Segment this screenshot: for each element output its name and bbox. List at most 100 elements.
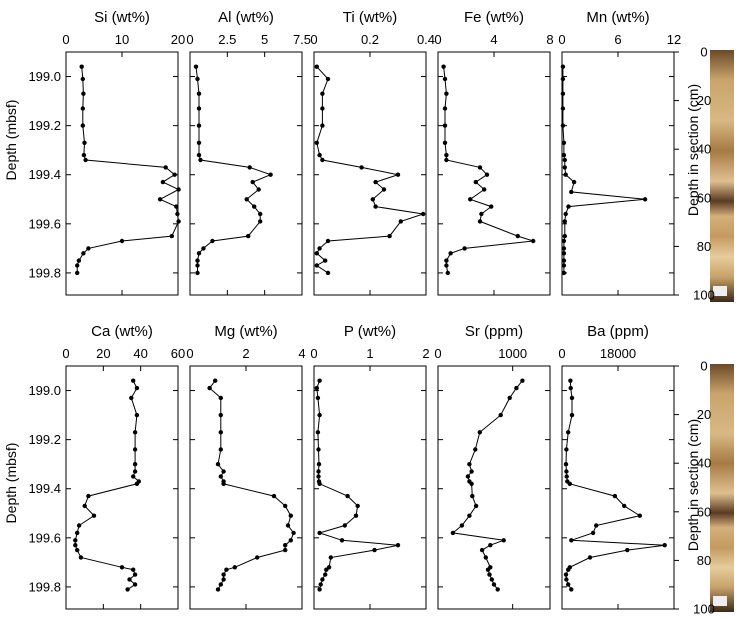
data-point bbox=[172, 172, 177, 177]
chart-panel: Mg (wt%) 0 2 4 bbox=[186, 323, 306, 610]
depth-axis-label: Depth (mbsf) bbox=[3, 443, 19, 524]
data-point bbox=[612, 493, 618, 499]
chart-panel: Sr (ppm) 0 1000 bbox=[434, 323, 551, 610]
section-tick-label: 80 bbox=[697, 239, 711, 254]
data-point bbox=[78, 555, 84, 560]
data-point bbox=[320, 157, 325, 163]
data-point bbox=[562, 219, 567, 224]
data-point bbox=[75, 530, 80, 536]
data-point bbox=[81, 251, 86, 256]
data-point bbox=[316, 469, 321, 474]
data-point bbox=[320, 123, 325, 128]
data-point bbox=[323, 258, 328, 263]
panel-title: Al (wt%) bbox=[218, 9, 274, 26]
data-point bbox=[483, 555, 488, 560]
data-point bbox=[563, 462, 569, 467]
x-tick-label: 10 bbox=[115, 32, 129, 47]
data-point bbox=[562, 157, 567, 163]
data-point bbox=[562, 233, 567, 239]
plot-frame bbox=[437, 365, 551, 610]
data-point bbox=[195, 270, 200, 276]
data-point bbox=[473, 503, 479, 509]
series-line bbox=[74, 380, 140, 590]
data-point bbox=[514, 385, 519, 391]
x-tick-label: 0 bbox=[62, 346, 69, 361]
data-point bbox=[132, 572, 138, 577]
data-point bbox=[564, 447, 569, 452]
data-point bbox=[258, 219, 263, 224]
data-point bbox=[642, 197, 648, 202]
series-line bbox=[195, 66, 273, 273]
data-point bbox=[316, 474, 321, 479]
data-point bbox=[560, 91, 566, 96]
data-point bbox=[568, 385, 573, 391]
data-point bbox=[317, 530, 322, 536]
x-tick-label: 2 bbox=[422, 346, 429, 361]
x-tick-label: 6 bbox=[614, 32, 621, 47]
data-point bbox=[370, 197, 375, 202]
data-point bbox=[441, 64, 446, 69]
x-tick-label: 2.5 bbox=[218, 32, 236, 47]
data-point bbox=[587, 555, 593, 560]
data-point bbox=[442, 76, 448, 82]
plot-frame bbox=[65, 365, 179, 610]
data-point bbox=[218, 447, 223, 452]
data-point bbox=[477, 430, 482, 435]
data-point bbox=[561, 152, 567, 158]
data-point bbox=[395, 543, 401, 548]
data-point bbox=[119, 238, 125, 244]
data-point bbox=[218, 412, 223, 418]
data-point bbox=[314, 64, 319, 69]
data-point bbox=[218, 582, 223, 587]
x-tick-label: 0 bbox=[186, 346, 193, 361]
data-point bbox=[314, 251, 319, 256]
data-point bbox=[561, 270, 567, 276]
data-point bbox=[131, 567, 136, 572]
data-point bbox=[479, 547, 485, 553]
data-point bbox=[210, 238, 215, 244]
data-point bbox=[195, 258, 200, 263]
data-point bbox=[495, 587, 500, 592]
data-point bbox=[566, 430, 571, 435]
data-point bbox=[224, 567, 229, 572]
data-point bbox=[196, 91, 202, 96]
data-point bbox=[479, 211, 484, 217]
depth-tick-label: 199.2 bbox=[28, 118, 61, 133]
depth-tick-label: 199.0 bbox=[28, 383, 61, 398]
depth-tick-label: 199.8 bbox=[28, 265, 61, 280]
plot-frame bbox=[561, 51, 675, 296]
data-point bbox=[76, 523, 82, 528]
plot-frame bbox=[313, 365, 427, 610]
data-point bbox=[372, 547, 377, 553]
section-tick-label: 100 bbox=[693, 288, 715, 303]
data-point bbox=[75, 263, 80, 268]
chart-panel: Ti (wt%) 0 0.2 0.4 bbox=[310, 9, 435, 296]
data-point bbox=[473, 179, 478, 185]
data-point bbox=[560, 123, 566, 128]
depth-tick-label: 199.4 bbox=[28, 481, 61, 496]
data-point bbox=[465, 474, 471, 479]
x-tick-label: 8 bbox=[546, 32, 553, 47]
data-point bbox=[73, 538, 78, 543]
data-point bbox=[86, 246, 91, 251]
data-point bbox=[129, 395, 134, 401]
data-point bbox=[79, 64, 84, 69]
data-point bbox=[91, 513, 97, 518]
data-point bbox=[119, 565, 125, 570]
chart-panel: Al (wt%) 0 2.5 5 7.5 bbox=[186, 9, 311, 296]
data-point bbox=[470, 493, 475, 499]
data-point bbox=[125, 587, 130, 592]
data-point bbox=[462, 246, 467, 251]
data-point bbox=[566, 204, 571, 209]
data-point bbox=[196, 251, 202, 256]
plot-frame bbox=[561, 365, 675, 610]
data-point bbox=[163, 165, 168, 170]
data-point bbox=[283, 547, 288, 553]
data-point bbox=[444, 258, 449, 263]
data-point bbox=[560, 106, 566, 111]
data-point bbox=[520, 378, 525, 383]
data-point bbox=[174, 204, 179, 209]
panel-title: Ti (wt%) bbox=[343, 9, 397, 26]
panel-title: Mg (wt%) bbox=[214, 323, 277, 340]
data-point bbox=[445, 270, 450, 276]
